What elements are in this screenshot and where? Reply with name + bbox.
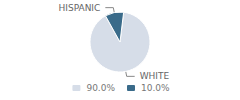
svg-text:WHITE: WHITE	[140, 71, 170, 81]
svg-text:90.0%: 90.0%	[86, 83, 115, 93]
svg-text:HISPANIC: HISPANIC	[58, 3, 100, 13]
svg-text:10.0%: 10.0%	[141, 83, 170, 93]
